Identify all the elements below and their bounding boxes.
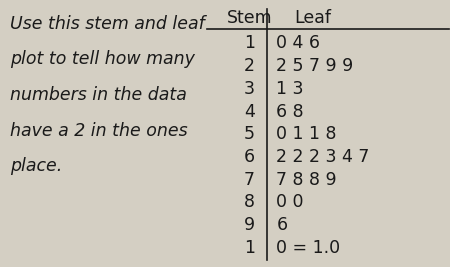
Text: 6 8: 6 8	[276, 103, 304, 121]
Text: 7 8 8 9: 7 8 8 9	[276, 171, 337, 189]
Text: 3: 3	[244, 80, 255, 98]
Text: Use this stem and leaf: Use this stem and leaf	[10, 15, 205, 33]
Text: 0 4 6: 0 4 6	[276, 34, 320, 52]
Text: 0 = 1.0: 0 = 1.0	[276, 239, 341, 257]
Text: 0 0: 0 0	[276, 194, 304, 211]
Text: 1: 1	[244, 239, 255, 257]
Text: 1: 1	[244, 34, 255, 52]
Text: 1 3: 1 3	[276, 80, 304, 98]
Text: numbers in the data: numbers in the data	[10, 86, 187, 104]
Text: 5: 5	[244, 125, 255, 143]
Text: place.: place.	[10, 157, 63, 175]
Text: 4: 4	[244, 103, 255, 121]
Text: plot to tell how many: plot to tell how many	[10, 50, 195, 68]
Text: Stem: Stem	[227, 9, 272, 27]
Text: 7: 7	[244, 171, 255, 189]
Text: 2 2 2 3 4 7: 2 2 2 3 4 7	[276, 148, 370, 166]
Text: 9: 9	[244, 216, 255, 234]
Text: Leaf: Leaf	[294, 9, 331, 27]
Text: 8: 8	[244, 194, 255, 211]
Text: 2 5 7 9 9: 2 5 7 9 9	[276, 57, 354, 75]
Text: have a 2 in the ones: have a 2 in the ones	[10, 121, 188, 140]
Text: 2: 2	[244, 57, 255, 75]
Text: 6: 6	[276, 216, 288, 234]
Text: 6: 6	[244, 148, 255, 166]
Text: 0 1 1 8: 0 1 1 8	[276, 125, 337, 143]
